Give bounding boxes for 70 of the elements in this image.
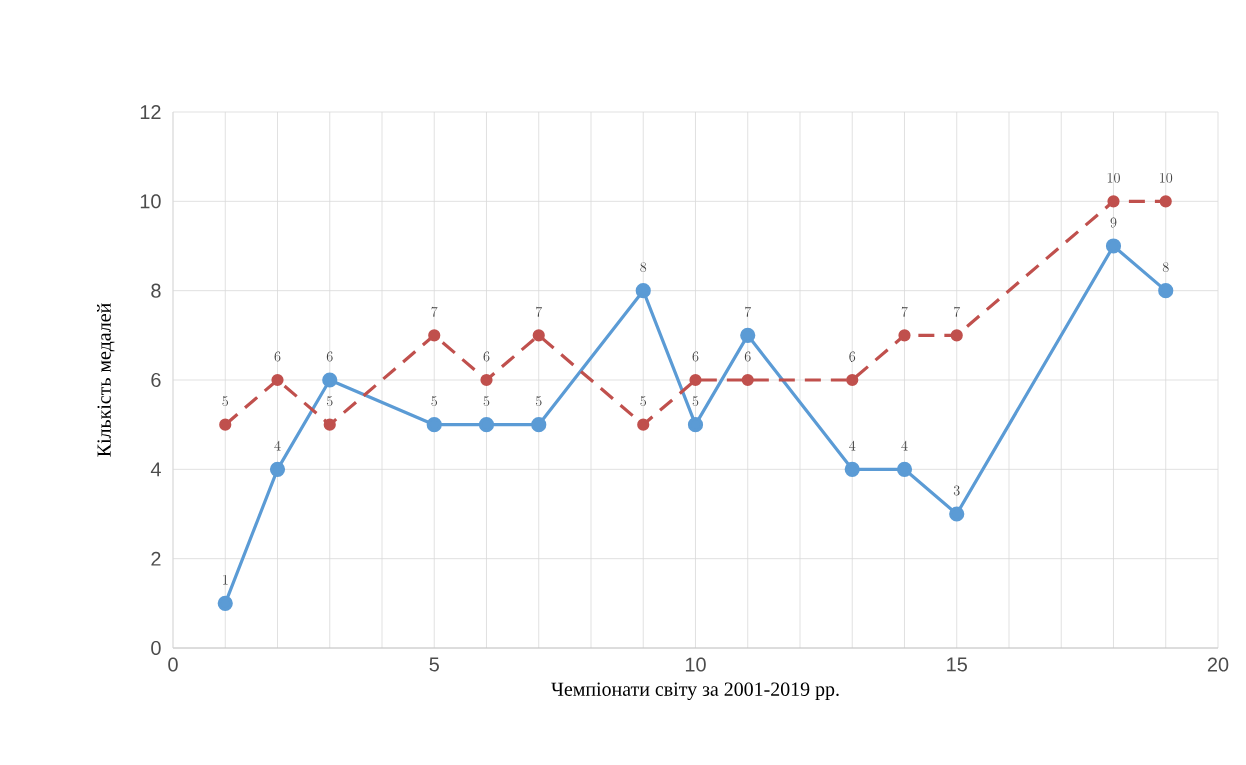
data-label: 5 <box>692 396 699 407</box>
data-label: 7 <box>745 306 752 317</box>
point <box>898 329 911 342</box>
data-label: 4 <box>849 440 856 451</box>
data-label: 5 <box>431 396 438 407</box>
point <box>896 461 913 477</box>
data-label: 5 <box>640 396 647 407</box>
point <box>635 283 651 299</box>
data-label: 3 <box>953 485 960 496</box>
point <box>269 461 286 477</box>
point <box>271 373 284 387</box>
data-label: 6 <box>692 351 699 362</box>
x-tick-label: 0 <box>168 657 178 672</box>
x-axis-title: Чемпіонати світу за 2001-2019 рр. <box>551 682 839 701</box>
data-label: 5 <box>222 396 229 407</box>
y-tick-label: 6 <box>151 372 161 388</box>
point <box>846 373 859 387</box>
data-label: 8 <box>640 262 647 273</box>
data-label: 6 <box>483 351 490 362</box>
point <box>532 329 545 342</box>
data-label: 7 <box>431 306 438 317</box>
x-tick-label: 5 <box>429 657 439 672</box>
point <box>1107 195 1120 208</box>
data-label: 4 <box>274 440 281 451</box>
y-tick-label: 4 <box>150 462 161 477</box>
point <box>426 417 442 433</box>
point <box>687 417 704 433</box>
point <box>1105 238 1122 254</box>
data-label: 1 <box>223 574 228 585</box>
point <box>740 327 756 343</box>
data-label: 10 <box>1107 172 1120 183</box>
y-tick-label: 12 <box>140 105 161 119</box>
point <box>844 461 860 477</box>
point <box>478 417 495 433</box>
data-label: 8 <box>1162 262 1169 273</box>
point <box>637 418 650 431</box>
point <box>480 373 493 387</box>
point <box>428 329 441 342</box>
data-label: 6 <box>326 351 333 362</box>
data-label: 6 <box>274 351 281 362</box>
point <box>219 418 232 431</box>
data-label: 7 <box>901 306 908 317</box>
y-tick-label: 0 <box>151 640 161 656</box>
data-label: 7 <box>536 306 543 317</box>
point <box>323 418 336 431</box>
data-label: 10 <box>1160 172 1173 183</box>
x-tick-label: 20 <box>1207 657 1229 672</box>
point <box>1158 283 1174 299</box>
data-label: 4 <box>901 440 908 451</box>
point <box>531 417 547 433</box>
point <box>741 373 754 387</box>
data-label: 6 <box>744 351 751 362</box>
y-tick-label: 8 <box>151 283 161 298</box>
data-label: 6 <box>849 351 856 362</box>
data-label: 5 <box>483 396 490 407</box>
point <box>950 329 963 342</box>
y-axis-title: Кількість медалей <box>96 303 115 457</box>
data-label: 7 <box>954 306 961 317</box>
x-tick-label: 10 <box>685 657 706 672</box>
point <box>689 373 702 387</box>
point <box>322 372 338 388</box>
point <box>949 506 965 522</box>
data-label: 9 <box>1110 217 1117 228</box>
point <box>1159 195 1172 208</box>
data-label: 5 <box>326 396 333 407</box>
point <box>217 595 233 611</box>
y-tick-label: 2 <box>151 551 161 566</box>
x-tick-label: 15 <box>947 657 967 672</box>
data-label: 5 <box>535 396 542 407</box>
y-tick-label: 10 <box>140 194 161 209</box>
